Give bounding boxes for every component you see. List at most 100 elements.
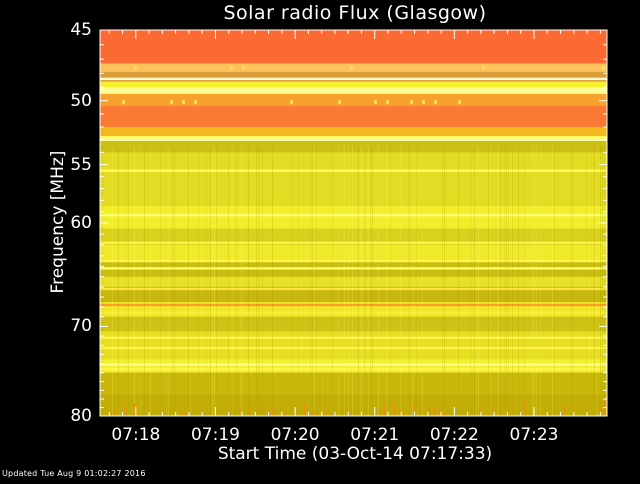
texture-streak (216, 146, 217, 416)
spectrum-band (100, 30, 607, 64)
texture-streak (118, 146, 119, 416)
texture-streak (570, 146, 571, 416)
emission-line (100, 267, 607, 270)
spectrum-band (100, 81, 607, 88)
burst-spike (494, 409, 496, 416)
burst-spike (429, 409, 431, 416)
y-axis-label: Frequency [MHz] (48, 150, 68, 294)
texture-streak (572, 146, 573, 416)
burst-spike (529, 411, 531, 416)
texture-streak (248, 146, 249, 416)
burst-spike (284, 410, 286, 416)
spectrum-band (100, 206, 607, 229)
texture-streak (126, 146, 127, 416)
texture-streak (604, 146, 605, 416)
texture-streak (316, 146, 317, 416)
bright-dot (194, 100, 197, 105)
texture-streak (470, 146, 471, 416)
spectrum-band (100, 331, 607, 360)
emission-line (100, 303, 607, 307)
burst-spike (599, 403, 601, 416)
burst-spike (134, 403, 136, 416)
texture-streak (400, 146, 401, 416)
texture-streak (476, 146, 477, 416)
burst-spike (314, 410, 316, 416)
texture-streak (360, 146, 361, 416)
bright-dot (230, 65, 233, 70)
spectrum-band (100, 63, 607, 72)
texture-streak (190, 146, 191, 416)
x-tick-label: 07:18 (111, 425, 161, 445)
emission-line (100, 88, 607, 92)
burst-spike (259, 406, 261, 416)
burst-spike (524, 401, 526, 416)
bright-dot (458, 100, 461, 105)
spectrum-band (100, 244, 607, 262)
spectrum-band (100, 71, 607, 82)
emission-line (100, 367, 607, 371)
burst-spike (479, 404, 481, 416)
texture-streak (210, 146, 211, 416)
texture-streak (134, 146, 135, 416)
burst-spike (114, 407, 116, 416)
bright-dot (422, 100, 425, 105)
emission-line (100, 287, 607, 291)
texture-streak (552, 146, 553, 416)
spectrum-band (100, 286, 607, 303)
y-tick-label: 80 (70, 406, 92, 426)
emission-line (100, 259, 607, 263)
texture-streak (332, 146, 333, 416)
texture-streak (508, 146, 509, 416)
bright-dot (290, 100, 293, 105)
texture-streak (474, 146, 475, 416)
texture-streak (242, 146, 243, 416)
spectrum-band (100, 276, 607, 287)
texture-streak (518, 146, 519, 416)
y-tick-label: 70 (70, 316, 92, 337)
texture-streak (498, 146, 499, 416)
x-tick-label: 07:21 (350, 425, 400, 445)
emission-line (100, 311, 607, 315)
spectrum-band (100, 93, 607, 107)
texture-streak (272, 146, 273, 416)
texture-streaks (102, 65, 606, 416)
emission-line (100, 346, 607, 350)
texture-streak (372, 146, 373, 416)
texture-streak (408, 146, 409, 416)
bright-dot (134, 65, 137, 70)
texture-streak (600, 146, 601, 416)
texture-streak (322, 146, 323, 416)
emission-line (100, 241, 607, 245)
spectrum-band (100, 152, 607, 207)
bright-dot (602, 65, 605, 70)
texture-streak (232, 146, 233, 416)
emission-line (100, 336, 607, 340)
texture-streak (188, 146, 189, 416)
texture-streak (364, 146, 365, 416)
x-tick-label: 07:23 (509, 425, 559, 445)
texture-streak (540, 146, 541, 416)
texture-streak (390, 146, 391, 416)
texture-streak (458, 146, 459, 416)
texture-streak (478, 146, 479, 416)
texture-streak (258, 146, 259, 416)
x-tick-label: 07:20 (270, 425, 320, 445)
bright-dot (122, 100, 125, 105)
texture-streak (206, 146, 207, 416)
spectrum-band (100, 316, 607, 332)
texture-streak (504, 146, 505, 416)
texture-streak (594, 146, 595, 416)
texture-streak (524, 146, 525, 416)
texture-streak (314, 146, 315, 416)
burst-spike (509, 410, 511, 416)
emission-line (100, 169, 607, 172)
texture-streak (596, 146, 597, 416)
burst-spike (414, 403, 416, 416)
texture-streak (198, 146, 199, 416)
texture-streak (534, 146, 535, 416)
texture-streak (214, 146, 215, 416)
texture-streak (370, 146, 371, 416)
texture-streak (554, 146, 555, 416)
